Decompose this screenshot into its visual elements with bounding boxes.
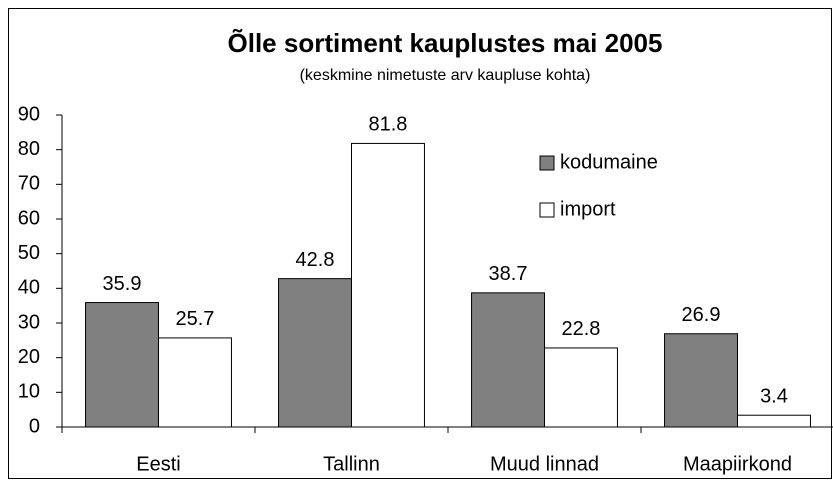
value-label: 38.7 [489, 263, 528, 285]
y-tick-label: 20 [18, 346, 40, 368]
y-tick-label: 0 [29, 415, 40, 437]
bar [664, 333, 739, 428]
x-tick-label: Muud linnad [490, 453, 599, 475]
bar [85, 302, 159, 428]
x-tick-label: Eesti [136, 453, 180, 475]
y-tick-label: 50 [18, 242, 40, 264]
y-tick-label: 40 [18, 277, 40, 299]
y-tick-label: 10 [18, 381, 40, 403]
value-label: 26.9 [682, 304, 721, 326]
y-tick-label: 30 [18, 311, 40, 333]
value-label: 25.7 [176, 308, 215, 330]
value-label: 3.4 [760, 385, 788, 407]
legend-swatch [539, 155, 555, 171]
value-label: 81.8 [369, 114, 408, 136]
x-tick-label: Tallinn [323, 453, 380, 475]
x-tick-label: Maapiirkond [683, 453, 792, 475]
legend-label: kodumaine [560, 151, 658, 173]
bar [278, 278, 352, 428]
value-label: 35.9 [103, 273, 142, 295]
bar [544, 347, 618, 428]
y-tick-label: 80 [18, 138, 40, 160]
chart-subtitle: (keskmine nimetuste arv kaupluse kohta) [300, 67, 591, 84]
value-label: 42.8 [296, 249, 335, 271]
bar [158, 337, 232, 428]
y-tick-label: 60 [18, 207, 40, 229]
chart-title: Õlle sortiment kauplustes mai 2005 [228, 28, 663, 58]
y-tick-label: 70 [18, 173, 40, 195]
bar [737, 414, 811, 428]
legend-label: import [560, 198, 616, 220]
value-label: 22.8 [562, 318, 601, 340]
legend-swatch [539, 202, 555, 218]
bar [351, 142, 425, 428]
y-tick-label: 90 [18, 103, 40, 125]
bar [471, 292, 545, 428]
